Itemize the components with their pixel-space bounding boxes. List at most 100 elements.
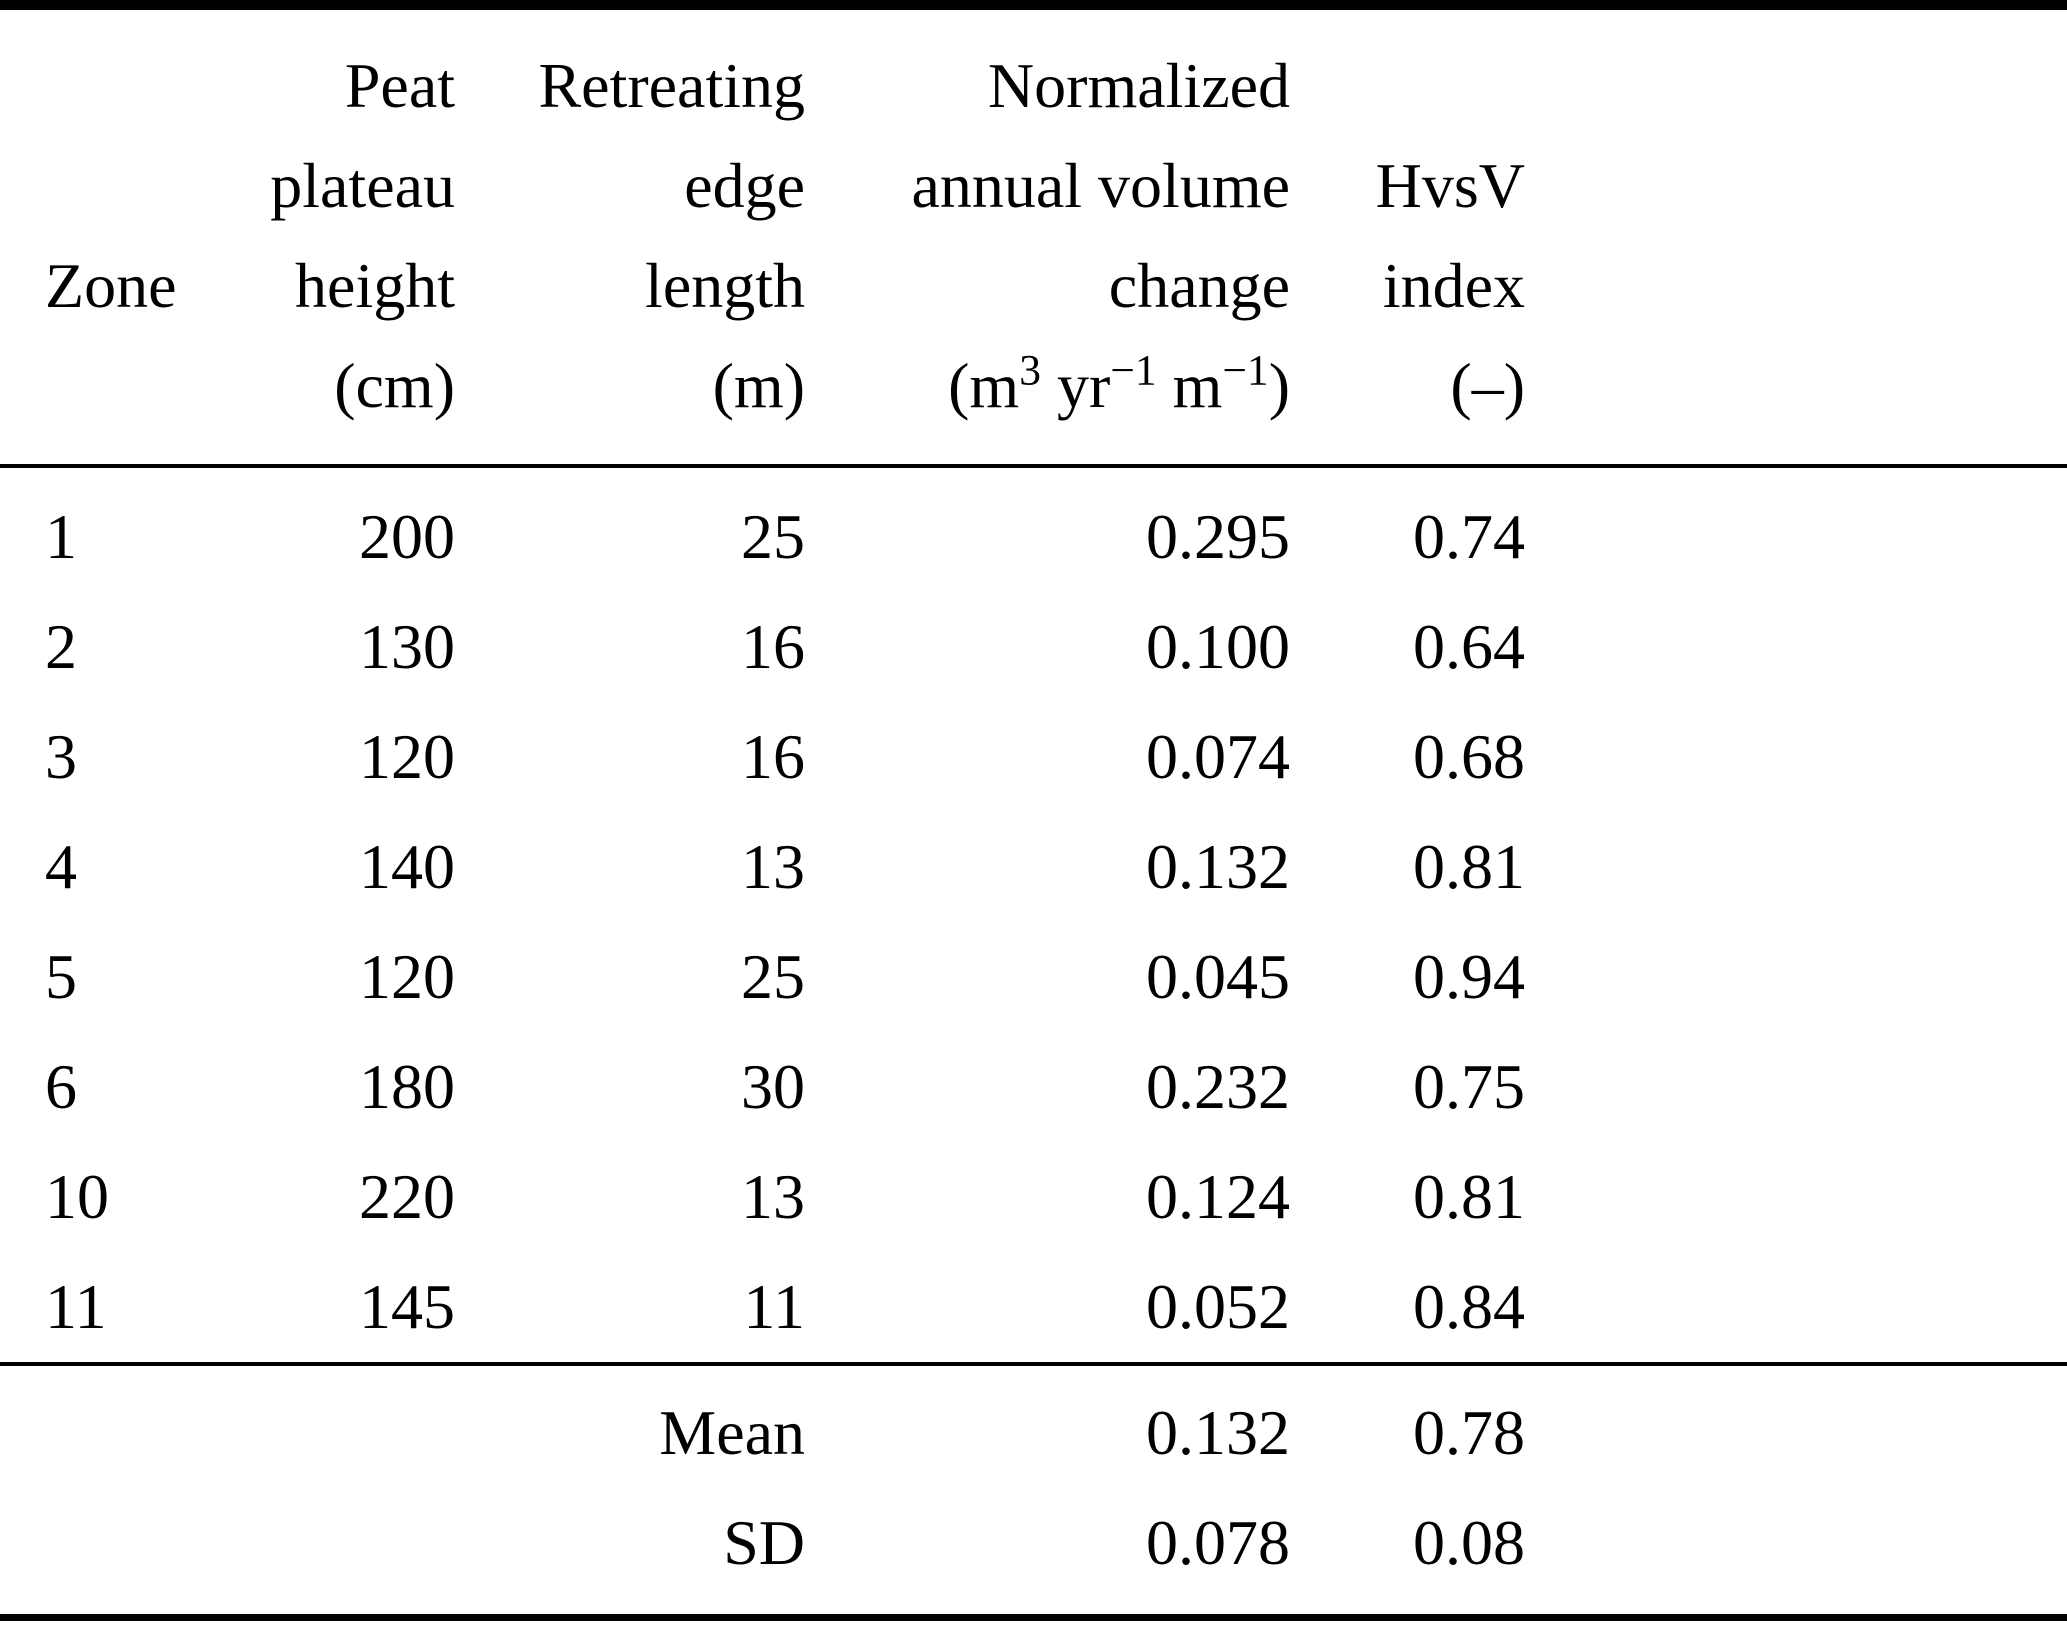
cell-hvsv: 0.74 — [1413, 501, 1525, 572]
cell-zone: 1 — [45, 501, 77, 572]
spacer-cell — [1525, 1488, 2067, 1618]
table-row: 1 200 25 0.295 0.74 — [0, 466, 2067, 592]
summary-cell-hvsv: 0.78 — [1413, 1397, 1525, 1468]
cell-volume: 0.132 — [1146, 831, 1290, 902]
cell-volume: 0.045 — [1146, 941, 1290, 1012]
table-row: 6 180 30 0.232 0.75 — [0, 1032, 2067, 1142]
cell-zone: 4 — [45, 831, 77, 902]
unit-text: yr — [1040, 350, 1111, 421]
cell-volume: 0.100 — [1146, 611, 1290, 682]
column-header-hvsv: HvsV index (–) — [1290, 5, 1525, 466]
header-line: (m) — [712, 350, 805, 421]
cell-edge: 13 — [741, 831, 805, 902]
cell-zone: 11 — [45, 1271, 107, 1342]
header-line: Retreating — [538, 50, 805, 121]
table-row: 10 220 13 0.124 0.81 — [0, 1142, 2067, 1252]
spacer-cell — [1525, 812, 2067, 922]
spacer-cell — [1525, 1032, 2067, 1142]
unit-text: ) — [1268, 350, 1290, 421]
cell-hvsv: 0.68 — [1413, 721, 1525, 792]
summary-cell-volume: 0.078 — [1146, 1507, 1290, 1578]
cell-hvsv: 0.81 — [1413, 1161, 1525, 1232]
cell-hvsv: 0.64 — [1413, 611, 1525, 682]
unit-superscript: 3 — [1019, 346, 1041, 395]
cell-hvsv: 0.75 — [1413, 1051, 1525, 1122]
spacer-cell — [1525, 5, 2067, 466]
cell-zone: 3 — [45, 721, 77, 792]
unit-text: m — [1156, 350, 1223, 421]
table-row: 4 140 13 0.132 0.81 — [0, 812, 2067, 922]
header-line: Peat — [344, 50, 455, 121]
cell-zone: 2 — [45, 611, 77, 682]
header-line: annual volume — [911, 150, 1290, 221]
spacer-cell — [1525, 1252, 2067, 1364]
cell-peat: 130 — [359, 611, 455, 682]
cell-peat: 140 — [359, 831, 455, 902]
table-header-row: Zone Peat plateau height (cm) Retreating edge l… — [0, 5, 2067, 466]
cell-peat: 200 — [359, 501, 455, 572]
cell-volume: 0.124 — [1146, 1161, 1290, 1232]
cell-edge: 25 — [741, 941, 805, 1012]
cell-edge: 13 — [741, 1161, 805, 1232]
column-header-peat: Peat plateau height (cm) — [200, 5, 455, 466]
summary-row: Mean 0.132 0.78 — [0, 1364, 2067, 1488]
cell-zone: 5 — [45, 941, 77, 1012]
header-line: Zone — [45, 250, 177, 321]
cell-edge: 11 — [743, 1271, 805, 1342]
cell-zone: 6 — [45, 1051, 77, 1122]
summary-cell-empty — [200, 1364, 455, 1488]
header-line: change — [1108, 250, 1290, 321]
column-header-volume: Normalized annual volume change (m3 yr−1 m−… — [805, 5, 1290, 466]
cell-peat: 220 — [359, 1161, 455, 1232]
spacer-cell — [1525, 1364, 2067, 1488]
summary-cell-hvsv: 0.08 — [1413, 1507, 1525, 1578]
unit-text: (m — [948, 350, 1020, 421]
header-line: length — [645, 250, 805, 321]
table-row: 3 120 16 0.074 0.68 — [0, 702, 2067, 812]
summary-row: SD 0.078 0.08 — [0, 1488, 2067, 1618]
unit-superscript: −1 — [1222, 346, 1269, 395]
spacer-cell — [1525, 1142, 2067, 1252]
cell-volume: 0.295 — [1146, 501, 1290, 572]
summary-cell-empty — [0, 1488, 200, 1618]
header-line: Normalized — [987, 50, 1290, 121]
cell-peat: 180 — [359, 1051, 455, 1122]
header-line: edge — [684, 150, 805, 221]
cell-edge: 25 — [741, 501, 805, 572]
table-foot: Mean 0.132 0.78 SD 0.078 0.08 — [0, 1364, 2067, 1618]
summary-label: SD — [723, 1507, 805, 1578]
cell-volume: 0.052 — [1146, 1271, 1290, 1342]
column-header-edge: Retreating edge length (m) — [455, 5, 805, 466]
cell-peat: 120 — [359, 721, 455, 792]
cell-edge: 16 — [741, 611, 805, 682]
header-line: index — [1382, 250, 1525, 321]
column-header-zone: Zone — [0, 5, 200, 466]
cell-zone: 10 — [45, 1161, 109, 1232]
summary-cell-empty — [0, 1364, 200, 1488]
spacer-cell — [1525, 922, 2067, 1032]
header-line: height — [295, 250, 455, 321]
header-line: HvsV — [1375, 150, 1525, 221]
cell-hvsv: 0.84 — [1413, 1271, 1525, 1342]
header-line: (–) — [1450, 350, 1525, 421]
table-row: 5 120 25 0.045 0.94 — [0, 922, 2067, 1032]
cell-edge: 30 — [741, 1051, 805, 1122]
cell-peat: 120 — [359, 941, 455, 1012]
summary-label: Mean — [659, 1397, 805, 1468]
cell-volume: 0.074 — [1146, 721, 1290, 792]
spacer-cell — [1525, 466, 2067, 592]
cell-hvsv: 0.94 — [1413, 941, 1525, 1012]
header-line: (m3 yr−1 m−1) — [805, 336, 1290, 436]
cell-edge: 16 — [741, 721, 805, 792]
spacer-cell — [1525, 702, 2067, 812]
table-row: 2 130 16 0.100 0.64 — [0, 592, 2067, 702]
cell-hvsv: 0.81 — [1413, 831, 1525, 902]
table-row: 11 145 11 0.052 0.84 — [0, 1252, 2067, 1364]
unit-superscript: −1 — [1110, 346, 1157, 395]
header-line: (cm) — [334, 350, 455, 421]
table-head: Zone Peat plateau height (cm) Retreating edge l… — [0, 5, 2067, 466]
spacer-cell — [1525, 592, 2067, 702]
cell-peat: 145 — [359, 1271, 455, 1342]
